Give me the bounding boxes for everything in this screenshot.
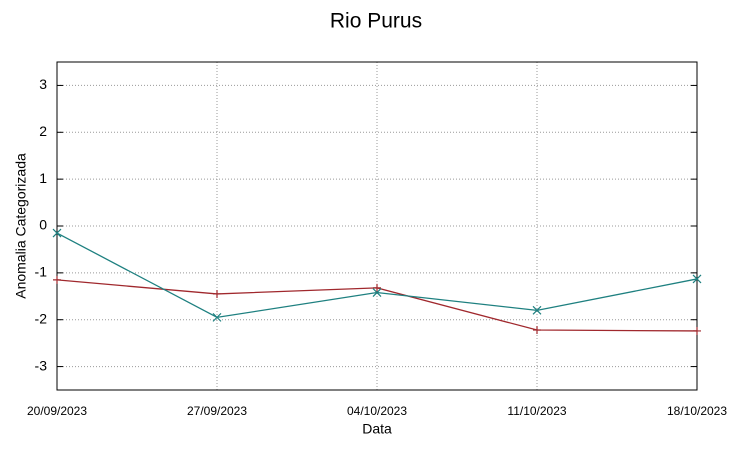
y-tick-label: -2 xyxy=(35,310,48,326)
y-tick-label: 3 xyxy=(39,76,47,92)
point-marker xyxy=(533,326,541,335)
plot-border xyxy=(56,61,698,391)
y-tick-label: -1 xyxy=(35,264,48,280)
point-marker xyxy=(53,275,61,284)
x-tick-label: 20/09/2023 xyxy=(27,404,87,418)
y-axis-label: Anomalia Categorizada xyxy=(13,153,29,299)
point-marker xyxy=(52,228,62,238)
x-tick-label: 27/09/2023 xyxy=(187,404,247,418)
point-marker xyxy=(693,326,701,335)
x-tick-label: 18/10/2023 xyxy=(667,404,727,418)
x-tick-label: 11/10/2023 xyxy=(507,404,566,418)
point-marker xyxy=(213,289,221,298)
point-marker xyxy=(692,274,702,284)
y-tick-label: 0 xyxy=(39,217,47,233)
y-tick-label: -3 xyxy=(35,357,48,373)
point-marker xyxy=(372,288,382,297)
point-marker xyxy=(532,305,542,315)
y-tick-label: 2 xyxy=(39,123,47,139)
point-marker xyxy=(212,312,222,322)
point-marker xyxy=(373,283,381,292)
x-tick-label: 04/10/2023 xyxy=(347,404,407,418)
chart-title: Rio Purus xyxy=(330,10,422,33)
y-tick-label: 1 xyxy=(39,170,47,186)
x-axis-label: Data xyxy=(362,421,392,437)
